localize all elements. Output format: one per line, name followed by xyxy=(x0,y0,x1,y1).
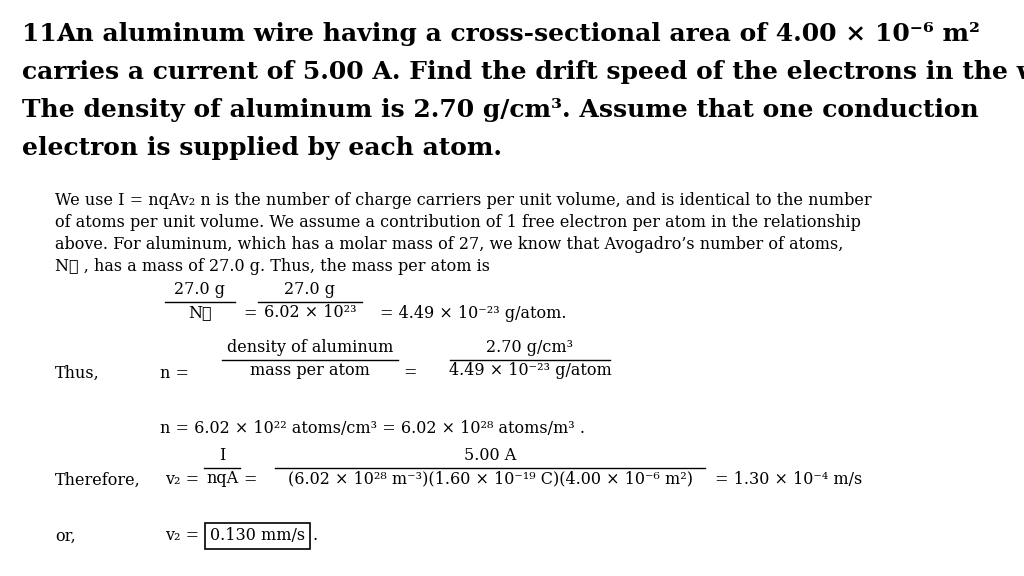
Text: 6.02 × 10²³: 6.02 × 10²³ xyxy=(264,304,356,321)
Text: 27.0 g: 27.0 g xyxy=(285,281,336,298)
Text: 4.49 × 10⁻²³ g/atom: 4.49 × 10⁻²³ g/atom xyxy=(449,362,611,379)
Text: 2.70 g/cm³: 2.70 g/cm³ xyxy=(486,339,573,356)
Text: v₂ =: v₂ = xyxy=(165,528,199,544)
Text: Therefore,: Therefore, xyxy=(55,472,140,488)
Text: n = 6.02 × 10²² atoms/cm³ = 6.02 × 10²⁸ atoms/m³ .: n = 6.02 × 10²² atoms/cm³ = 6.02 × 10²⁸ … xyxy=(160,420,585,437)
Text: or,: or, xyxy=(55,528,76,544)
Text: 11.: 11. xyxy=(22,22,66,46)
Text: =: = xyxy=(403,365,417,381)
Text: density of aluminum: density of aluminum xyxy=(226,339,393,356)
Text: v₂ =: v₂ = xyxy=(165,472,199,488)
Text: mass per atom: mass per atom xyxy=(250,362,370,379)
Text: nqA: nqA xyxy=(206,470,238,487)
Text: n =: n = xyxy=(160,365,189,381)
Text: =: = xyxy=(244,305,257,323)
Text: N⁁: N⁁ xyxy=(188,304,212,321)
Text: .: . xyxy=(313,528,318,544)
Text: The density of aluminum is 2.70 g/cm³. Assume that one conduction: The density of aluminum is 2.70 g/cm³. A… xyxy=(22,98,979,122)
Text: carries a current of 5.00 A. Find the drift speed of the electrons in the wire.: carries a current of 5.00 A. Find the dr… xyxy=(22,60,1024,84)
Text: 27.0 g: 27.0 g xyxy=(174,281,225,298)
Text: We use I = nqAv₂ n is the number of charge carriers per unit volume, and is iden: We use I = nqAv₂ n is the number of char… xyxy=(55,192,871,209)
Bar xyxy=(205,523,310,549)
Text: An aluminum wire having a cross-sectional area of 4.00 × 10⁻⁶ m²: An aluminum wire having a cross-sectiona… xyxy=(56,22,980,46)
Text: 0.130 mm/s: 0.130 mm/s xyxy=(210,528,305,544)
Text: N⁁ , has a mass of 27.0 g. Thus, the mass per atom is: N⁁ , has a mass of 27.0 g. Thus, the mas… xyxy=(55,258,490,275)
Text: 5.00 A: 5.00 A xyxy=(464,447,516,464)
Text: =: = xyxy=(244,472,257,488)
Text: of atoms per unit volume. We assume a contribution of 1 free electron per atom i: of atoms per unit volume. We assume a co… xyxy=(55,214,861,231)
Text: = 1.30 × 10⁻⁴ m/s: = 1.30 × 10⁻⁴ m/s xyxy=(715,472,862,488)
Text: electron is supplied by each atom.: electron is supplied by each atom. xyxy=(22,136,502,160)
Text: = 4.49 × 10⁻²³ g/atom.: = 4.49 × 10⁻²³ g/atom. xyxy=(380,305,566,323)
Text: above. For aluminum, which has a molar mass of 27, we know that Avogadro’s numbe: above. For aluminum, which has a molar m… xyxy=(55,236,844,253)
Text: (6.02 × 10²⁸ m⁻³)(1.60 × 10⁻¹⁹ C)(4.00 × 10⁻⁶ m²): (6.02 × 10²⁸ m⁻³)(1.60 × 10⁻¹⁹ C)(4.00 ×… xyxy=(288,470,692,487)
Text: I: I xyxy=(219,447,225,464)
Text: Thus,: Thus, xyxy=(55,365,99,381)
